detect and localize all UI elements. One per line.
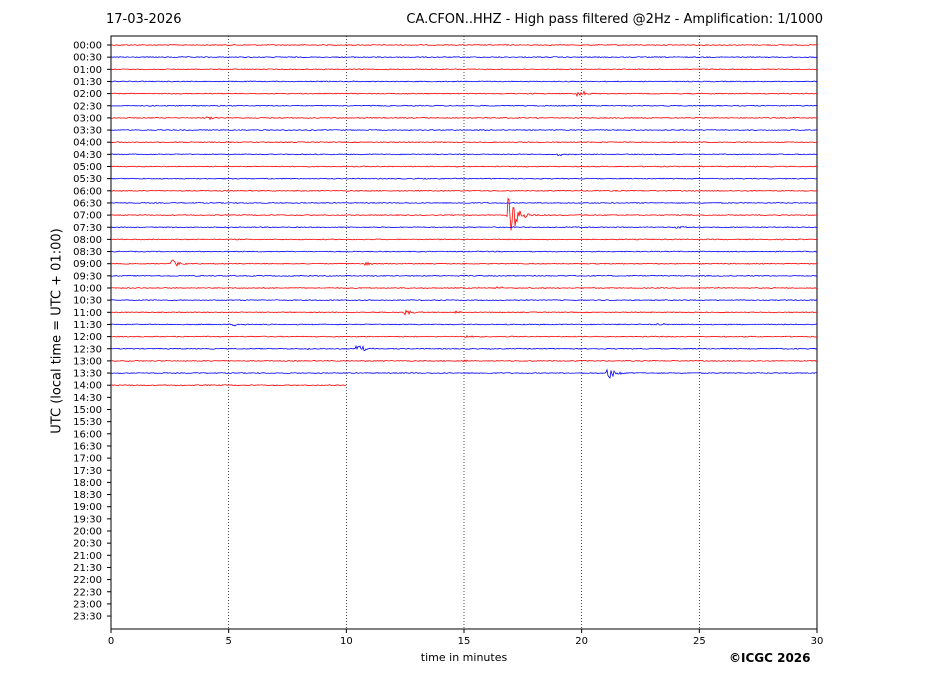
- chart-date: 17-03-2026: [106, 12, 182, 27]
- row-label: 01:30: [73, 77, 102, 88]
- row-label: 01:00: [73, 65, 102, 76]
- row-label: 02:00: [73, 89, 102, 100]
- row-label: 20:30: [73, 539, 102, 550]
- row-label: 11:30: [73, 320, 102, 331]
- row-label: 22:30: [73, 587, 102, 598]
- row-label: 19:00: [73, 502, 102, 513]
- trace-row: [110, 129, 818, 131]
- row-label: 12:00: [73, 332, 102, 343]
- trace-row: [110, 323, 818, 327]
- x-tick-label: 10: [340, 636, 353, 647]
- row-label: 07:00: [73, 211, 102, 222]
- trace-row: [110, 153, 818, 157]
- row-label: 02:30: [73, 101, 102, 112]
- trace-row: [110, 250, 818, 253]
- trace-row: [110, 56, 818, 59]
- trace-row: [110, 197, 818, 231]
- trace-row: [110, 141, 818, 144]
- row-label: 23:00: [73, 599, 102, 610]
- trace-row: [110, 80, 818, 83]
- row-label: 13:00: [73, 356, 102, 367]
- row-label: 12:30: [73, 344, 102, 355]
- trace-row: [110, 238, 818, 241]
- copyright-notice: ©ICGC 2026: [729, 651, 811, 665]
- row-label: 17:30: [73, 466, 102, 477]
- row-label: 10:30: [73, 296, 102, 307]
- trace-row: [110, 116, 818, 121]
- row-label: 18:30: [73, 490, 102, 501]
- row-label: 00:00: [73, 41, 102, 52]
- trace-row: [110, 90, 818, 98]
- row-label: 13:30: [73, 369, 102, 380]
- row-label: 04:00: [73, 138, 102, 149]
- x-tick-label: 20: [575, 636, 588, 647]
- row-label: 10:00: [73, 284, 102, 295]
- row-label: 09:30: [73, 271, 102, 282]
- trace-row: [110, 299, 818, 302]
- trace-row: [110, 44, 818, 46]
- x-axis-label: time in minutes: [420, 651, 508, 664]
- row-label: 05:00: [73, 162, 102, 173]
- row-label: 22:00: [73, 575, 102, 586]
- row-label: 16:00: [73, 429, 102, 440]
- trace-row: [110, 286, 818, 289]
- x-tick-label: 30: [811, 636, 824, 647]
- chart-title: CA.CFON..HHZ - High pass filtered @2Hz -…: [406, 12, 823, 27]
- row-label: 11:00: [73, 308, 102, 319]
- trace-row: [110, 104, 818, 107]
- row-label: 09:00: [73, 259, 102, 270]
- row-label: 21:30: [73, 563, 102, 574]
- trace-row: [110, 274, 818, 277]
- trace-row: [110, 226, 818, 229]
- row-label: 06:30: [73, 198, 102, 209]
- row-label: 16:30: [73, 441, 102, 452]
- x-tick-label: 25: [693, 636, 706, 647]
- row-label: 08:00: [73, 235, 102, 246]
- row-label: 19:30: [73, 514, 102, 525]
- x-tick-label: 0: [108, 636, 114, 647]
- x-tick-label: 15: [458, 636, 471, 647]
- trace-row: [110, 384, 347, 387]
- row-label: 18:00: [73, 478, 102, 489]
- row-label: 15:30: [73, 417, 102, 428]
- trace-row: [110, 309, 818, 316]
- row-label: 15:00: [73, 405, 102, 416]
- row-label: 03:30: [73, 126, 102, 137]
- trace-row: [110, 165, 818, 168]
- row-label: 04:30: [73, 150, 102, 161]
- row-label: 00:30: [73, 53, 102, 64]
- trace-row: [110, 344, 818, 351]
- row-label: 07:30: [73, 223, 102, 234]
- trace-row: [110, 368, 818, 379]
- row-label: 23:30: [73, 612, 102, 623]
- x-tick-label: 5: [225, 636, 231, 647]
- row-label: 06:00: [73, 186, 102, 197]
- row-label: 14:30: [73, 393, 102, 404]
- trace-row: [110, 359, 818, 363]
- trace-row: [110, 334, 818, 338]
- trace-row: [110, 177, 818, 180]
- row-label: 14:00: [73, 381, 102, 392]
- row-label: 17:00: [73, 454, 102, 465]
- trace-row: [110, 189, 818, 192]
- row-label: 05:30: [73, 174, 102, 185]
- row-label: 20:00: [73, 527, 102, 538]
- trace-row: [110, 201, 818, 204]
- trace-row: [110, 259, 818, 267]
- row-label: 08:30: [73, 247, 102, 258]
- trace-row: [110, 68, 818, 71]
- row-label: 21:00: [73, 551, 102, 562]
- row-label: 03:00: [73, 113, 102, 124]
